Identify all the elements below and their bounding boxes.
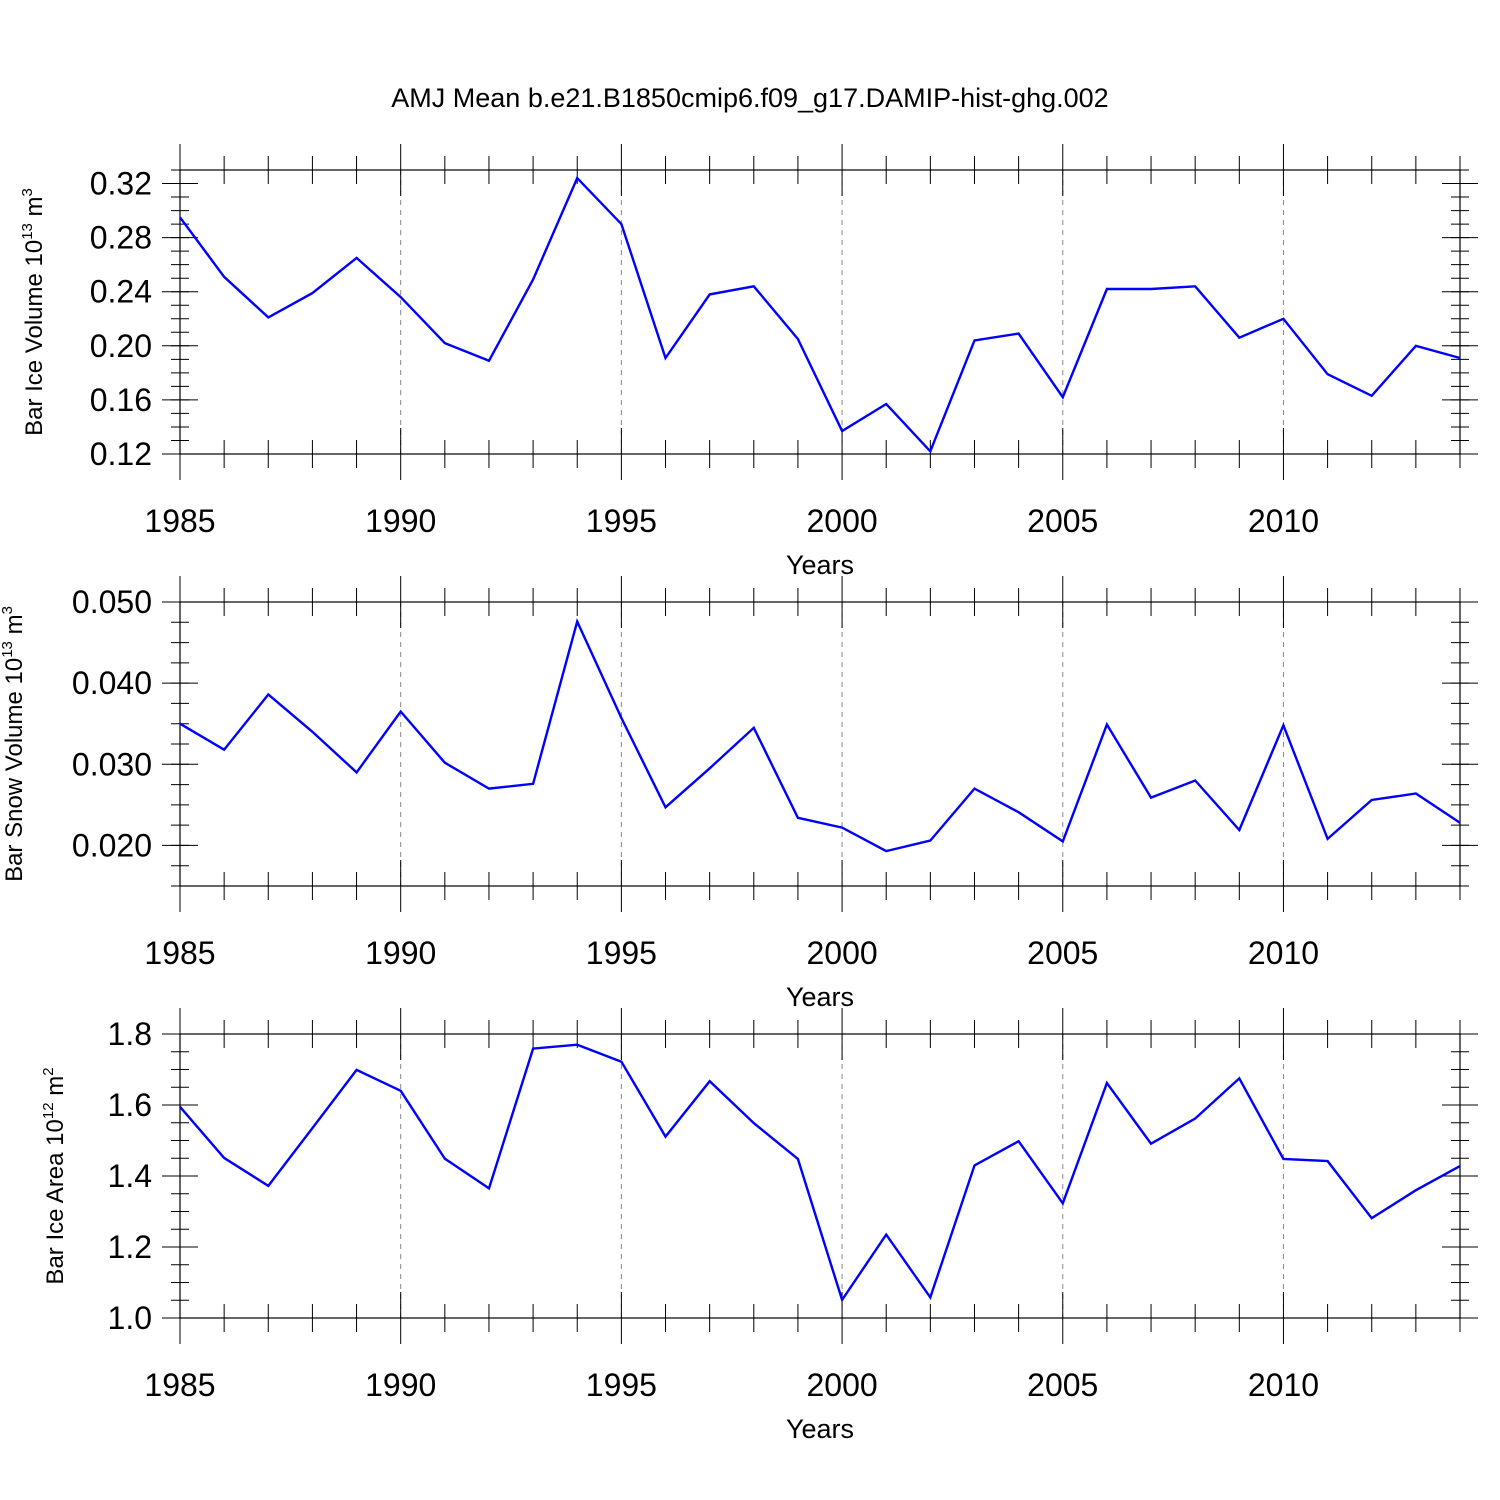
y-axis-label: Bar Ice Volume 1013 m3 xyxy=(19,188,48,436)
y-tick-label: 0.20 xyxy=(90,328,152,364)
x-tick-label: 1990 xyxy=(365,1367,436,1403)
y-tick-label: 0.12 xyxy=(90,436,152,472)
y-tick-label: 1.4 xyxy=(108,1158,152,1194)
y-tick-label: 0.16 xyxy=(90,382,152,418)
y-tick-label: 1.6 xyxy=(108,1087,152,1123)
plot-frame xyxy=(179,601,1461,887)
panels: 0.12 0.16 0.20 0.24 0.28 0.32 1985 1990 1995 2000… xyxy=(0,144,1478,1444)
panel-1: 0.12 0.16 0.20 0.24 0.28 0.32 1985 1990 1995 2000… xyxy=(19,144,1478,580)
y-tick-label: 0.24 xyxy=(90,274,152,310)
panel-2: 0.020 0.030 0.040 0.050 1985 1990 1995 2000 2005… xyxy=(0,576,1478,1012)
y-tick-label: 0.030 xyxy=(72,746,152,782)
series-line xyxy=(179,617,1461,853)
x-tick-label: 2000 xyxy=(806,1367,877,1403)
y-axis-label: Bar Ice Area 1012 m2 xyxy=(40,1067,69,1284)
x-tick-label: 2010 xyxy=(1248,1367,1319,1403)
series-line xyxy=(179,1043,1461,1303)
x-tick-label: 1995 xyxy=(586,503,657,539)
x-axis-label: Years xyxy=(786,1414,854,1444)
x-axis-label: Years xyxy=(786,550,854,580)
x-tick-label: 1995 xyxy=(586,935,657,971)
y-tick-label: 1.2 xyxy=(108,1229,152,1265)
y-tick-label: 0.28 xyxy=(90,220,152,256)
x-tick-label: 1985 xyxy=(144,503,215,539)
x-tick-label: 1990 xyxy=(365,503,436,539)
plot-frame xyxy=(179,169,1461,455)
y-axis-label: Bar Snow Volume 1013 m3 xyxy=(0,606,28,882)
y-tick-label: 0.020 xyxy=(72,827,152,863)
x-tick-label: 2000 xyxy=(806,935,877,971)
x-tick-label: 2005 xyxy=(1027,503,1098,539)
chart-title: AMJ Mean b.e21.B1850cmip6.f09_g17.DAMIP-… xyxy=(391,83,1108,113)
x-tick-label: 1995 xyxy=(586,1367,657,1403)
series-line xyxy=(179,175,1461,454)
x-tick-label: 1985 xyxy=(144,1367,215,1403)
x-axis-label: Years xyxy=(786,982,854,1012)
y-tick-label: 1.0 xyxy=(108,1300,152,1336)
x-tick-label: 2005 xyxy=(1027,935,1098,971)
panel-3: 1.0 1.2 1.4 1.6 1.8 1985 1990 1995 2000 2005 2010 Y… xyxy=(40,1008,1478,1444)
y-tick-label: 1.8 xyxy=(108,1016,152,1052)
x-tick-label: 2010 xyxy=(1248,503,1319,539)
x-tick-label: 1990 xyxy=(365,935,436,971)
y-tick-label: 0.32 xyxy=(90,166,152,202)
x-tick-label: 1985 xyxy=(144,935,215,971)
x-tick-label: 2000 xyxy=(806,503,877,539)
y-tick-label: 0.040 xyxy=(72,665,152,701)
x-tick-label: 2005 xyxy=(1027,1367,1098,1403)
x-tick-label: 2010 xyxy=(1248,935,1319,971)
y-tick-label: 0.050 xyxy=(72,584,152,620)
